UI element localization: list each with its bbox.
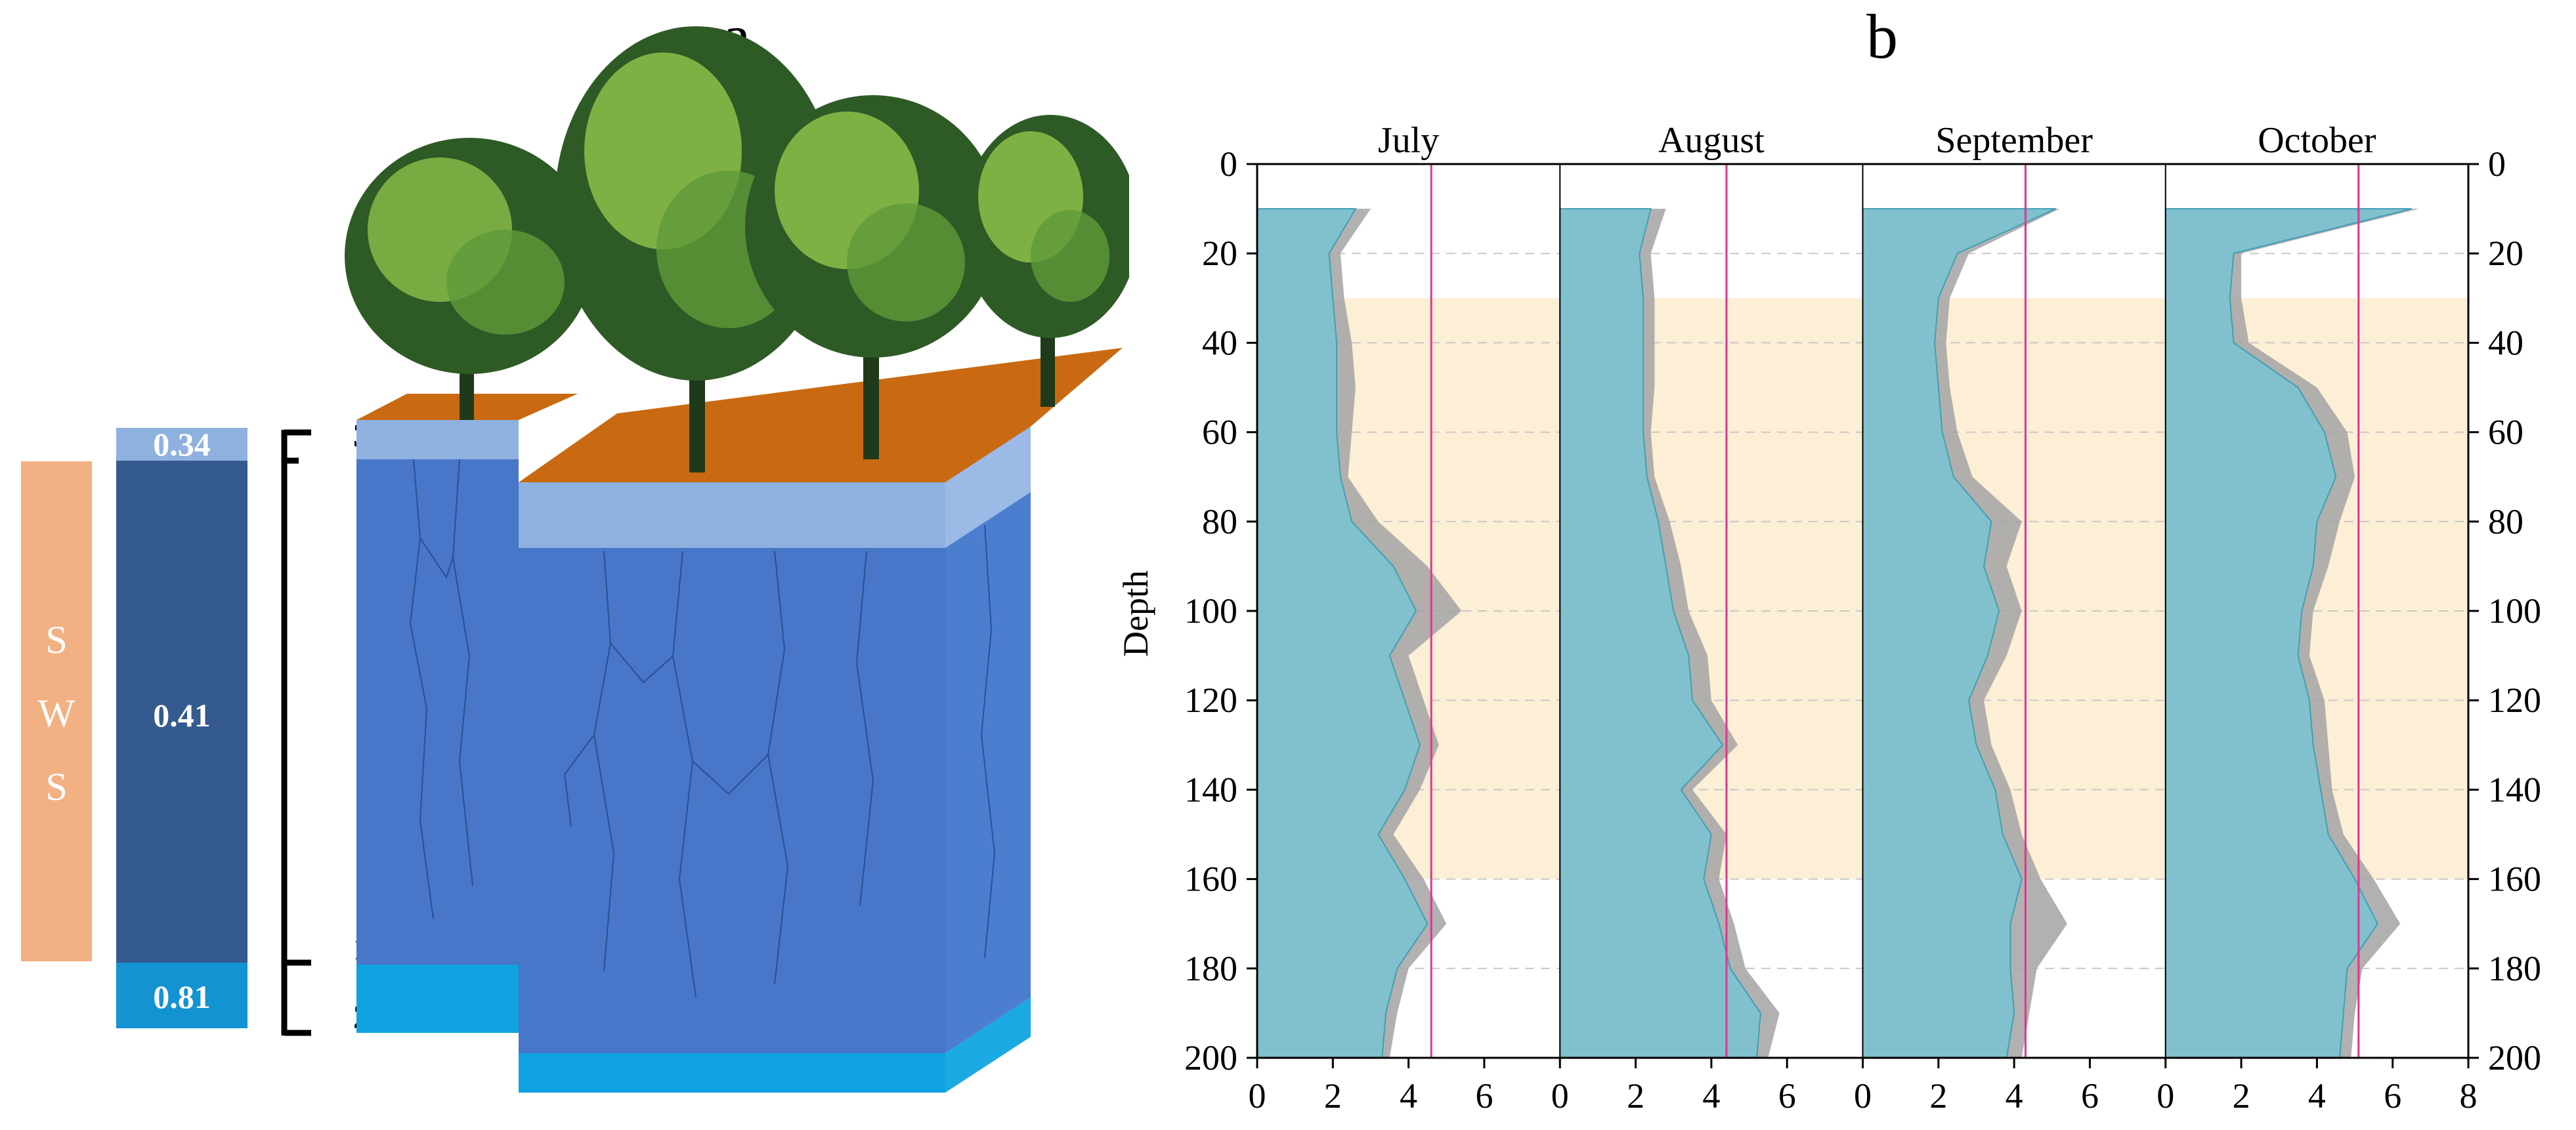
layer-bar-bottom [116, 963, 247, 1028]
x-tick-label: 4 [2308, 1076, 2326, 1116]
depth-bracket [281, 429, 311, 1036]
x-tick-label: 2 [1627, 1076, 1644, 1116]
x-tick-label: 4 [2006, 1076, 2023, 1116]
layer-value-top: 0.34 [153, 426, 211, 463]
y-tick-label-right: 100 [2488, 591, 2541, 631]
month-label: August [1658, 120, 1765, 161]
y-tick-label-right: 20 [2488, 234, 2523, 273]
x-tick-label: 0 [2157, 1076, 2174, 1116]
y-tick-label-right: 160 [2488, 860, 2541, 899]
x-tick-label: 6 [2384, 1076, 2401, 1116]
y-tick-label-left: 100 [1184, 591, 1237, 631]
y-tick-label-left: 140 [1184, 770, 1237, 809]
month-label: September [1935, 120, 2093, 161]
month-label: October [2258, 120, 2376, 161]
x-tick-label: 0 [1854, 1076, 1872, 1116]
y-tick-label-right: 120 [2488, 680, 2541, 720]
depth-profile-chart: b Depth July 0 2 4 6 August 0 2 4 6 September 0 2 4 6 O… [1116, 1, 2541, 1116]
series-blue-area [1862, 208, 2056, 1058]
series-blue-area [1559, 208, 1761, 1058]
y-tick-label-right: 60 [2488, 413, 2523, 452]
y-tick-label-left: 20 [1202, 234, 1237, 273]
sws-letter-3: S [45, 765, 67, 808]
layer-value-middle: 0.41 [153, 697, 211, 734]
tree-canopy-group [345, 26, 1129, 472]
y-tick-label-right: 0 [2488, 144, 2506, 184]
y-tick-label-left: 40 [1202, 323, 1237, 362]
layer-value-bottom: 0.81 [153, 978, 211, 1015]
month-label: July [1378, 120, 1439, 161]
x-tick-label: 8 [2460, 1076, 2478, 1116]
y-axis-title: Depth [1116, 570, 1155, 657]
soil-block [356, 348, 1123, 1093]
tree-1 [345, 138, 594, 420]
x-tick-label: 2 [1929, 1076, 1947, 1116]
sws-letter-2: W [38, 692, 75, 735]
sws-letter-1: S [45, 618, 67, 661]
sws-bar [21, 461, 92, 961]
series-blue-area [1256, 208, 1428, 1058]
panel-b-label: b [1866, 1, 1898, 72]
tree-2 [555, 26, 837, 472]
y-tick-label-right: 40 [2488, 323, 2523, 362]
y-tick-label-left: 80 [1202, 502, 1237, 541]
x-tick-label: 6 [1475, 1076, 1493, 1116]
x-tick-label: 0 [1551, 1076, 1569, 1116]
y-tick-label-left: 180 [1184, 949, 1237, 988]
tree-3 [745, 95, 1001, 459]
layer-bar-middle [116, 461, 247, 963]
tree-4 [962, 115, 1129, 407]
y-tick-label-left: 160 [1184, 860, 1237, 899]
y-tick-label-left: 120 [1184, 680, 1237, 720]
x-tick-label: 6 [1778, 1076, 1796, 1116]
y-tick-label-left: 200 [1184, 1038, 1237, 1078]
x-tick-label: 4 [1400, 1076, 1417, 1116]
y-tick-label-right: 180 [2488, 949, 2541, 988]
series-blue-area [2164, 208, 2412, 1058]
x-tick-label: 4 [1702, 1076, 1720, 1116]
x-tick-label: 2 [1324, 1076, 1342, 1116]
y-tick-label-left: 0 [1220, 144, 1237, 184]
layer-bar-top [116, 428, 247, 461]
soil-profile-illustration: a S W S 0.34 0.41 0.81 30cm 160cm 200cm [21, 1, 1129, 1093]
y-tick-label-left: 60 [1202, 413, 1237, 452]
y-tick-label-right: 80 [2488, 502, 2523, 541]
x-tick-label: 6 [2081, 1076, 2099, 1116]
y-tick-label-right: 200 [2488, 1038, 2541, 1078]
x-tick-label: 0 [1249, 1076, 1266, 1116]
x-tick-label: 2 [2233, 1076, 2250, 1116]
y-tick-label-right: 140 [2488, 770, 2541, 809]
